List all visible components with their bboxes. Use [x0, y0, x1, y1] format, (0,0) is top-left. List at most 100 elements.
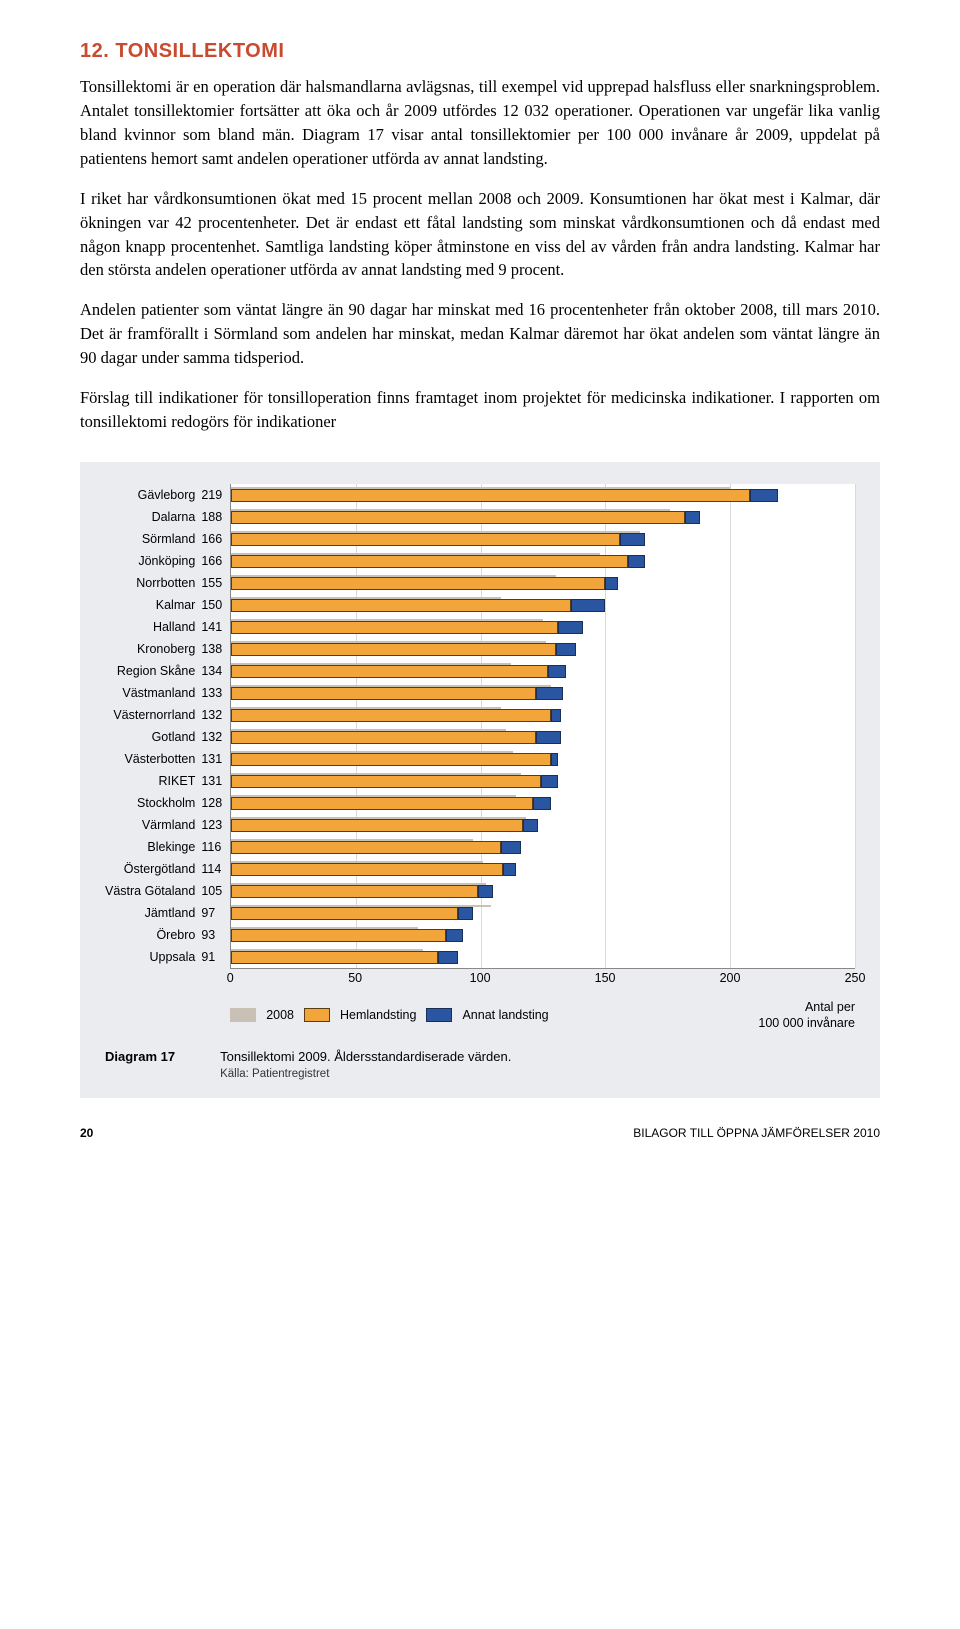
bar-other-region [536, 687, 563, 700]
bar-home-region [231, 621, 558, 634]
chart-row-label: Blekinge [105, 836, 195, 858]
diagram-title: Tonsillektomi 2009. Åldersstandardiserad… [220, 1049, 511, 1064]
bar-other-region [536, 731, 561, 744]
chart-legend: 2008 Hemlandsting Annat landsting Antal … [230, 999, 855, 1032]
chart-row-label: Örebro [105, 924, 195, 946]
chart-bar-row [231, 814, 855, 836]
bar-home-region [231, 797, 533, 810]
chart-bar-row [231, 770, 855, 792]
chart-bar-row [231, 506, 855, 528]
chart-row-value: 116 [201, 836, 222, 858]
chart-bar-row [231, 594, 855, 616]
bar-home-region [231, 951, 438, 964]
bar-home-region [231, 753, 550, 766]
legend-swatch-home [304, 1008, 330, 1022]
chart-bar-row [231, 550, 855, 572]
chart-row-value: 132 [201, 704, 222, 726]
bar-home-region [231, 555, 628, 568]
bar-home-region [231, 841, 500, 854]
chart-row-value: 91 [201, 946, 222, 968]
chart-row-label: Gotland [105, 726, 195, 748]
chart-bar-row [231, 946, 855, 968]
chart-axis-label: Antal per 100 000 invånare [758, 999, 855, 1032]
chart-bar-row [231, 616, 855, 638]
paragraph: Förslag till indikationer för tonsillope… [80, 386, 880, 434]
page-number: 20 [80, 1126, 93, 1140]
bar-other-region [551, 753, 558, 766]
bar-other-region [628, 555, 645, 568]
bar-other-region [556, 643, 576, 656]
chart-row-value: 166 [201, 528, 222, 550]
chart-bar-row [231, 880, 855, 902]
bar-other-region [503, 863, 515, 876]
chart-x-axis: 050100150200250 [230, 971, 855, 989]
bar-other-region [750, 489, 777, 502]
bar-home-region [231, 533, 620, 546]
chart-row-value: 123 [201, 814, 222, 836]
chart-row-label: Västernorrland [105, 704, 195, 726]
chart-row-value: 132 [201, 726, 222, 748]
chart-row-value: 138 [201, 638, 222, 660]
chart-row-value: 114 [201, 858, 222, 880]
bar-home-region [231, 577, 605, 590]
x-axis-tick: 0 [227, 971, 234, 985]
bar-other-region [571, 599, 606, 612]
chart-row-value: 128 [201, 792, 222, 814]
legend-swatch-other [426, 1008, 452, 1022]
bar-home-region [231, 643, 555, 656]
chart-row-value: 188 [201, 506, 222, 528]
chart-plot-area [230, 484, 855, 969]
bar-home-region [231, 819, 523, 832]
chart-bar-row [231, 572, 855, 594]
chart-bar-row [231, 660, 855, 682]
chart-row-label: Jönköping [105, 550, 195, 572]
chart-row-label: Dalarna [105, 506, 195, 528]
chart-row-value: 105 [201, 880, 222, 902]
legend-label-2008: 2008 [266, 1008, 294, 1022]
bar-home-region [231, 709, 550, 722]
chart-bar-row [231, 748, 855, 770]
chart-row-value: 134 [201, 660, 222, 682]
x-axis-tick: 250 [845, 971, 866, 985]
chart-row-value: 166 [201, 550, 222, 572]
chart-container: GävleborgDalarnaSörmlandJönköpingNorrbot… [80, 462, 880, 1099]
chart-row-label: Östergötland [105, 858, 195, 880]
chart-row-label: Sörmland [105, 528, 195, 550]
bar-home-region [231, 863, 503, 876]
chart-row-value: 150 [201, 594, 222, 616]
chart-row-value: 219 [201, 484, 222, 506]
diagram-number: Diagram 17 [105, 1049, 175, 1080]
bar-home-region [231, 929, 446, 942]
bar-other-region [438, 951, 458, 964]
chart-row-value: 131 [201, 748, 222, 770]
chart-row-label: Västerbotten [105, 748, 195, 770]
legend-label-home: Hemlandsting [340, 1008, 416, 1022]
chart-bar-row [231, 836, 855, 858]
chart-bar-row [231, 726, 855, 748]
chart-row-value: 155 [201, 572, 222, 594]
chart-row-labels: GävleborgDalarnaSörmlandJönköpingNorrbot… [105, 484, 201, 1032]
chart-row-value: 97 [201, 902, 222, 924]
bar-home-region [231, 489, 750, 502]
bar-home-region [231, 775, 540, 788]
chart-row-label: Värmland [105, 814, 195, 836]
bar-home-region [231, 687, 535, 700]
chart-row-value: 133 [201, 682, 222, 704]
bar-other-region [551, 709, 561, 722]
chart-row-label: Gävleborg [105, 484, 195, 506]
bar-other-region [541, 775, 558, 788]
bar-other-region [533, 797, 550, 810]
bar-other-region [558, 621, 583, 634]
chart-row-label: Kronoberg [105, 638, 195, 660]
chart-bar-row [231, 792, 855, 814]
bar-other-region [685, 511, 700, 524]
paragraph: Tonsillektomi är en operation där halsma… [80, 75, 880, 171]
chart-row-label: Västra Götaland [105, 880, 195, 902]
bar-home-region [231, 511, 685, 524]
page-footer: 20 BILAGOR TILL ÖPPNA JÄMFÖRELSER 2010 [80, 1126, 880, 1140]
paragraph: Andelen patienter som väntat längre än 9… [80, 298, 880, 370]
chart-row-label: RIKET [105, 770, 195, 792]
chart-row-label: Stockholm [105, 792, 195, 814]
chart-row-label: Region Skåne [105, 660, 195, 682]
paragraph: I riket har vårdkonsumtionen ökat med 15… [80, 187, 880, 283]
